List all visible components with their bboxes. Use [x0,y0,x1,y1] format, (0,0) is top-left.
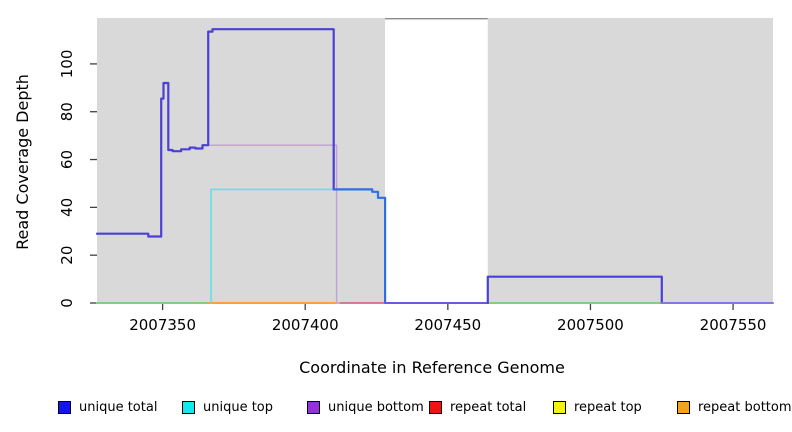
y-tick-label: 60 [58,150,76,169]
x-tick-label: 2007400 [272,316,339,334]
unique-total-right-line [486,275,663,305]
y-axis-label: Read Coverage Depth [13,74,32,250]
x-tick-label: 2007350 [129,316,196,334]
y-tick-label: 40 [58,198,76,217]
y-tick-label: 0 [58,298,76,308]
x-axis-label: Coordinate in Reference Genome [299,358,565,377]
unique-total-line [95,28,335,238]
y-tick-label: 20 [58,246,76,265]
x-tick-label: 2007450 [414,316,481,334]
y-tick-label: 80 [58,102,76,121]
unique-total-descent-line [332,188,387,305]
x-tick-label: 2007550 [700,316,767,334]
unique-top-line [210,188,335,304]
gap-region [385,18,488,303]
y-tick-label: 100 [58,50,76,79]
x-tick-label: 2007500 [557,316,624,334]
